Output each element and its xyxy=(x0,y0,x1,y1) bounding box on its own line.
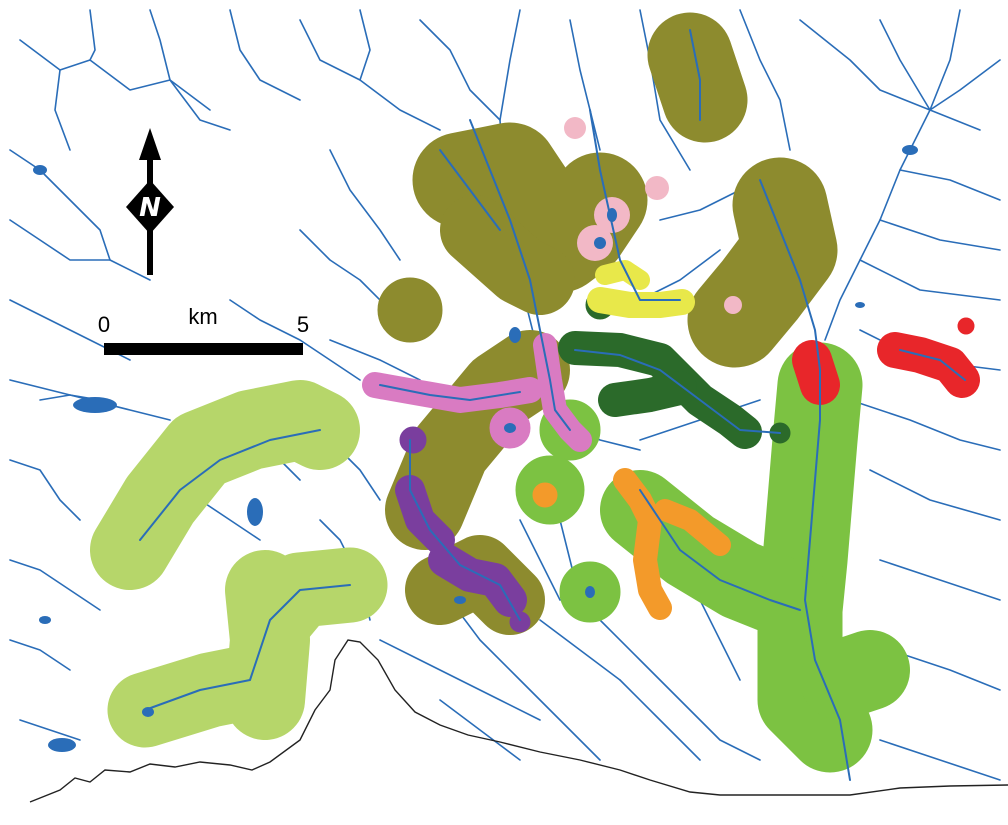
lakes xyxy=(33,145,918,752)
river-main-stems xyxy=(139,29,966,781)
zone-olive xyxy=(377,12,838,635)
north-arrow-head-icon xyxy=(139,128,161,160)
zone-orange xyxy=(532,468,731,620)
north-arrow-diamond xyxy=(126,180,174,234)
scale-start-label: 0 xyxy=(98,312,110,337)
boundary-line xyxy=(29,639,1008,803)
north-arrow: N xyxy=(126,128,174,275)
scale-unit-label: km xyxy=(188,304,217,329)
north-arrow-label: N xyxy=(139,193,161,223)
scale-bar-line xyxy=(104,343,303,355)
scale-bar: 0 km 5 xyxy=(98,304,309,355)
zone-light-green xyxy=(90,380,388,748)
scale-end-label: 5 xyxy=(297,312,309,337)
